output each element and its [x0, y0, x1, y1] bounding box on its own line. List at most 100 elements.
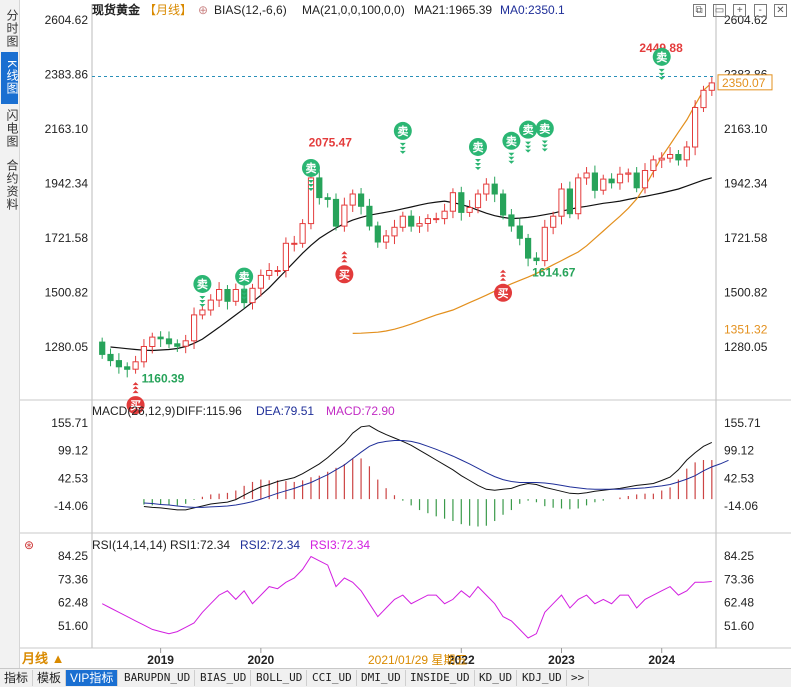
candle-body [675, 154, 682, 161]
ma21-line [110, 177, 712, 352]
candle-body [341, 204, 348, 227]
main-tick-right: 1500.82 [724, 285, 768, 299]
candle-body [299, 223, 306, 244]
macd-tick-left: 99.12 [58, 444, 88, 458]
candle-body [575, 177, 582, 215]
candle-body [525, 237, 532, 259]
candle-body [257, 274, 265, 289]
macd-tick-left: -14.06 [54, 499, 88, 513]
sell-signal-label: 卖 [197, 277, 208, 291]
indicator-tab[interactable]: KDJ_UD [518, 670, 567, 686]
rsi-rsi1: RSI1:72.34 [170, 538, 230, 552]
main-tick-right: 1942.34 [724, 176, 768, 190]
ma0-line [352, 82, 713, 334]
candle-body [232, 289, 239, 302]
candle-body [140, 346, 148, 363]
sell-signal-label: 卖 [472, 140, 483, 154]
sell-arrow [541, 148, 548, 152]
sell-arrow [241, 288, 248, 292]
rsi-tick-left: 84.25 [58, 549, 88, 563]
candle-body [441, 210, 448, 220]
tab-kline-chart[interactable]: K线图 [1, 52, 19, 104]
sell-signal-icon [519, 120, 538, 139]
main-tick-left: 1500.82 [45, 285, 89, 299]
settings-icon: ⊕ [198, 3, 208, 17]
indicator-tab[interactable]: 指标 [0, 670, 34, 686]
rsi-rsi3: RSI3:72.34 [310, 538, 370, 552]
candle-body [558, 188, 565, 217]
buy-arrow [132, 382, 139, 386]
sell-arrow [541, 140, 548, 144]
macd-label: MACD(26,12,9) [92, 404, 175, 418]
candle-body [157, 336, 164, 340]
sell-arrow [474, 166, 481, 170]
candle-body [550, 215, 557, 228]
rsi-tick-right: 73.36 [724, 572, 754, 586]
candle-body [115, 360, 123, 368]
indicator-tab[interactable]: INSIDE_UD [406, 670, 475, 686]
rsi-line [101, 555, 712, 639]
rsi-label: RSI(14,14,14) [92, 538, 167, 552]
sell-arrow [474, 158, 481, 162]
rsi-tick-right: 51.60 [724, 619, 754, 633]
candle-body [124, 366, 131, 370]
main-tick-left: 1280.05 [45, 340, 89, 354]
buy-signal-label: 买 [130, 399, 141, 412]
zoom-in-icon[interactable]: + [733, 4, 747, 17]
indicator-tab[interactable]: BOLL_UD [252, 670, 308, 686]
candle-body [207, 299, 214, 311]
indicator-tab[interactable]: KD_UD [475, 670, 518, 686]
candle-body [474, 193, 482, 209]
main-tick-left: 2163.10 [45, 122, 89, 136]
indicator-tab[interactable]: BIAS_UD [196, 670, 252, 686]
buy-signal-label: 买 [339, 268, 350, 281]
candle-body [633, 172, 640, 189]
macd-dea-line [143, 440, 729, 508]
sell-signal-label: 卖 [239, 270, 250, 284]
buy-arrow [341, 255, 348, 259]
candle-body [324, 197, 331, 200]
indicator-tab[interactable]: BARUPDN_UD [120, 670, 196, 686]
macd-value: MACD:72.90 [326, 404, 395, 418]
candle-body [433, 218, 440, 221]
close-icon[interactable]: ✕ [774, 4, 787, 17]
indicator-tab[interactable]: CCI_UD [308, 670, 357, 686]
side-panel: 分时图 K线图 闪电图 合约资料 [0, 0, 20, 670]
float-window-icon[interactable]: ⧉ [692, 4, 706, 17]
sell-arrow [307, 187, 314, 191]
ma0-price-label: 1351.32 [724, 322, 768, 336]
main-tick-right: 1721.58 [724, 231, 768, 245]
header-ma21: MA21:1965.39 [414, 3, 492, 17]
kline-chart[interactable]: 现货黄金 【月线】 ⊕ BIAS(12,-6,6) MA(21,0,0,100,0,0)… [20, 0, 791, 668]
indicator-tab[interactable]: VIP指标 [66, 670, 119, 686]
sell-arrow [474, 162, 481, 166]
candle-body [266, 270, 273, 276]
sell-arrow [307, 183, 314, 187]
rsi-tick-left: 73.36 [58, 572, 88, 586]
indicator-tab[interactable]: 模板 [33, 670, 67, 686]
tab-contract-info[interactable]: 合约资料 [5, 159, 19, 211]
buy-signal-icon [335, 265, 354, 284]
macd-diff: DIFF:115.96 [176, 404, 242, 418]
period-button[interactable]: 月线 ▲ [22, 651, 65, 666]
candle-body [291, 242, 298, 245]
main-tick-left: 1721.58 [45, 231, 89, 245]
indicator-tab[interactable]: >> [567, 670, 590, 686]
sell-arrow [525, 149, 532, 153]
candle-body [349, 193, 356, 206]
tab-time-chart[interactable]: 分时图 [5, 8, 19, 48]
current-price-tag [717, 74, 773, 91]
candle-body [132, 361, 139, 370]
indicator-tab[interactable]: DMI_UD [357, 670, 406, 686]
tab-flash-chart[interactable]: 闪电图 [5, 108, 19, 148]
header-bias: BIAS(12,-6,6) [214, 3, 287, 17]
zoom-out-icon[interactable]: - [753, 4, 767, 17]
buy-signal-icon [494, 283, 513, 302]
buy-arrow [341, 259, 348, 263]
candle-body [99, 341, 106, 355]
candle-body [491, 183, 498, 195]
buy-arrow [132, 386, 139, 390]
maximize-icon[interactable]: ▭ [712, 4, 726, 17]
macd-tick-right: -14.06 [724, 499, 758, 513]
buy-arrow [132, 390, 139, 394]
